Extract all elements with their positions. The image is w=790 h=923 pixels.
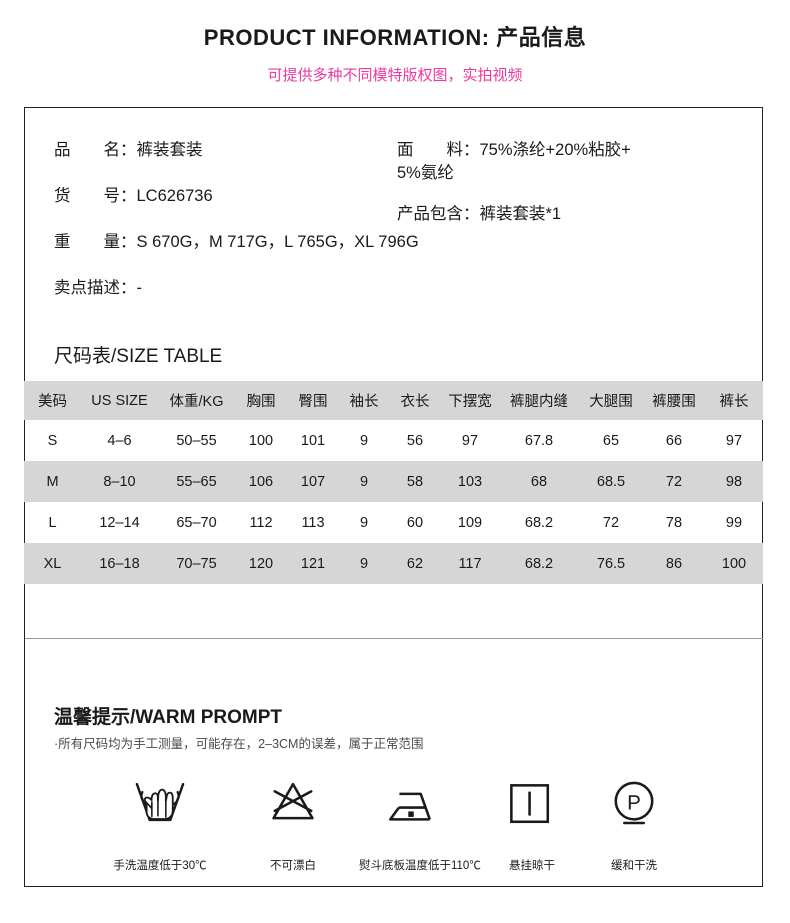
svg-text:P: P [627, 791, 641, 814]
